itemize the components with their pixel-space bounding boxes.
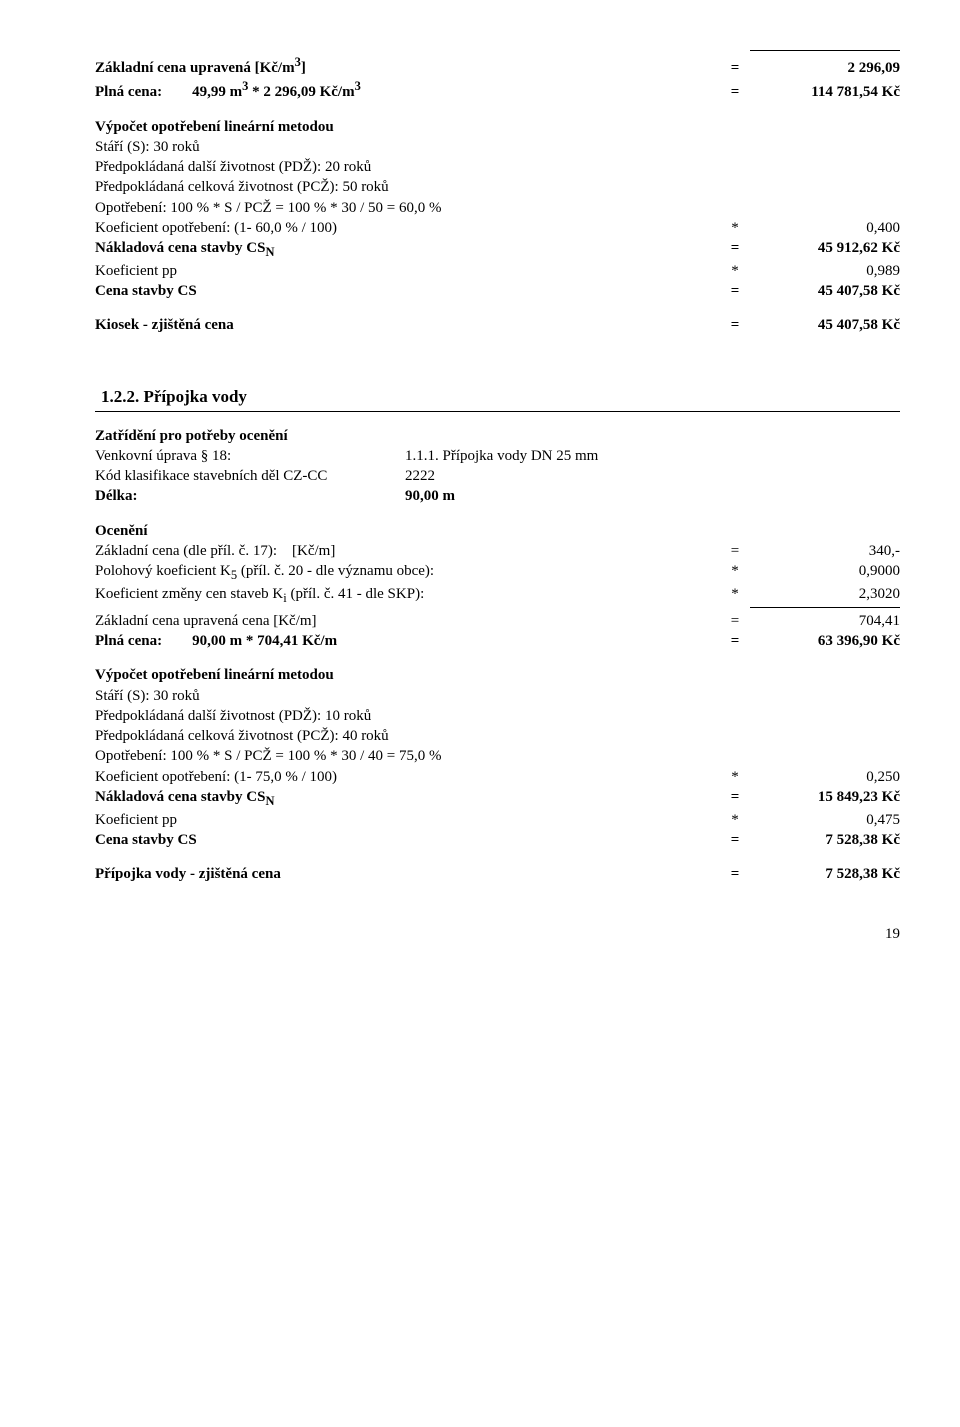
row-op: = xyxy=(720,864,750,884)
row-left: Základní cena upravená cena [Kč/m] xyxy=(95,611,720,631)
row-val: 7 528,38 Kč xyxy=(750,864,900,884)
calc-line: Opotřebení: 100 % * S / PCŽ = 100 % * 30… xyxy=(95,746,900,766)
row-left: Základní cena (dle příl. č. 17): [Kč/m] xyxy=(95,541,720,561)
pair-value: 2222 xyxy=(405,466,900,486)
data-row: Základní cena (dle příl. č. 17): [Kč/m] … xyxy=(95,541,900,561)
row-op: = xyxy=(720,631,750,651)
info-pair: Venkovní úprava § 18: 1.1.1. Přípojka vo… xyxy=(95,446,900,466)
row-left: Nákladová cena stavby CSN xyxy=(95,238,720,261)
data-row: Koeficient opotřebení: (1- 60,0 % / 100)… xyxy=(95,218,900,238)
calc-line: Stáří (S): 30 roků xyxy=(95,137,900,157)
row-op: * xyxy=(720,810,750,830)
calc-line: Opotřebení: 100 % * S / PCŽ = 100 % * 30… xyxy=(95,198,900,218)
row-left: Přípojka vody - zjištěná cena xyxy=(95,864,720,884)
data-row: Základní cena upravená cena [Kč/m] = 704… xyxy=(95,611,900,631)
row-val: 2,3020 xyxy=(750,584,900,604)
row-val: 45 407,58 Kč xyxy=(750,315,900,335)
row-op: * xyxy=(720,561,750,581)
calc-line: Předpokládaná celková životnost (PCŽ): 5… xyxy=(95,177,900,197)
row-val: 0,250 xyxy=(750,767,900,787)
data-row: Cena stavby CS = 45 407,58 Kč xyxy=(95,281,900,301)
row-left: Základní cena upravená [Kč/m3] xyxy=(95,54,720,78)
row-left: Kiosek - zjištěná cena xyxy=(95,315,720,335)
row-op: = xyxy=(720,281,750,301)
data-row: Koeficient opotřebení: (1- 75,0 % / 100)… xyxy=(95,767,900,787)
row-left: Nákladová cena stavby CSN xyxy=(95,787,720,810)
row-val: 0,989 xyxy=(750,261,900,281)
pair-value: 1.1.1. Přípojka vody DN 25 mm xyxy=(405,446,900,466)
row-val: 114 781,54 Kč xyxy=(750,82,900,102)
subheading: Zatřídění pro potřeby ocenění xyxy=(95,426,900,446)
data-row: Polohový koeficient K5 (příl. č. 20 - dl… xyxy=(95,561,900,584)
data-row: Cena stavby CS = 7 528,38 Kč xyxy=(95,830,900,850)
row-left: Koeficient pp xyxy=(95,810,720,830)
page-number: 19 xyxy=(95,884,900,944)
row-op: = xyxy=(720,830,750,850)
row-op: = xyxy=(720,611,750,631)
row-op: * xyxy=(720,767,750,787)
row-left: Koeficient opotřebení: (1- 60,0 % / 100) xyxy=(95,218,720,238)
row-left: Koeficient změny cen staveb Ki (příl. č.… xyxy=(95,584,720,607)
calc-line: Předpokládaná další životnost (PDŽ): 10 … xyxy=(95,706,900,726)
section-heading: 1.2.2. Přípojka vody xyxy=(101,386,900,409)
pair-label: Kód klasifikace stavebních děl CZ-CC xyxy=(95,466,405,486)
length-label: Délka: xyxy=(95,486,405,506)
row-left: Cena stavby CS xyxy=(95,281,720,301)
row-val: 0,400 xyxy=(750,218,900,238)
row-val: 0,9000 xyxy=(750,561,900,581)
calc-heading: Výpočet opotřebení lineární metodou xyxy=(95,117,900,137)
length-value: 90,00 m xyxy=(405,486,900,506)
row-op: = xyxy=(720,238,750,258)
row-val: 0,475 xyxy=(750,810,900,830)
row-val: 704,41 xyxy=(750,611,900,631)
data-row: Přípojka vody - zjištěná cena = 7 528,38… xyxy=(95,864,900,884)
calc-heading: Výpočet opotřebení lineární metodou xyxy=(95,665,900,685)
divider-line xyxy=(750,50,900,51)
row-left: Plná cena: 90,00 m * 704,41 Kč/m xyxy=(95,631,720,651)
row-op: * xyxy=(720,584,750,604)
divider-line xyxy=(750,607,900,608)
section-rule xyxy=(95,411,900,412)
row-left: Koeficient pp xyxy=(95,261,720,281)
pair-label: Venkovní úprava § 18: xyxy=(95,446,405,466)
length-row: Délka: 90,00 m xyxy=(95,486,900,506)
row-op: = xyxy=(720,58,750,78)
row-left: Cena stavby CS xyxy=(95,830,720,850)
data-row: Nákladová cena stavby CSN = 45 912,62 Kč xyxy=(95,238,900,261)
row-val: 63 396,90 Kč xyxy=(750,631,900,651)
data-row: Koeficient pp * 0,475 xyxy=(95,810,900,830)
calc-line: Předpokládaná celková životnost (PCŽ): 4… xyxy=(95,726,900,746)
row-op: = xyxy=(720,787,750,807)
row-val: 45 407,58 Kč xyxy=(750,281,900,301)
row-left: Polohový koeficient K5 (příl. č. 20 - dl… xyxy=(95,561,720,584)
row-val: 45 912,62 Kč xyxy=(750,238,900,258)
data-row: Základní cena upravená [Kč/m3] = 2 296,0… xyxy=(95,54,900,78)
calc-line: Předpokládaná další životnost (PDŽ): 20 … xyxy=(95,157,900,177)
row-left: Koeficient opotřebení: (1- 75,0 % / 100) xyxy=(95,767,720,787)
row-op: * xyxy=(720,218,750,238)
data-row: Koeficient pp * 0,989 xyxy=(95,261,900,281)
subheading: Ocenění xyxy=(95,521,900,541)
row-op: * xyxy=(720,261,750,281)
data-row: Nákladová cena stavby CSN = 15 849,23 Kč xyxy=(95,787,900,810)
row-val: 15 849,23 Kč xyxy=(750,787,900,807)
row-op: = xyxy=(720,82,750,102)
data-row: Kiosek - zjištěná cena = 45 407,58 Kč xyxy=(95,315,900,335)
row-left: Plná cena: 49,99 m3 * 2 296,09 Kč/m3 xyxy=(95,78,720,102)
data-row: Plná cena: 90,00 m * 704,41 Kč/m = 63 39… xyxy=(95,631,900,651)
info-pair: Kód klasifikace stavebních děl CZ-CC 222… xyxy=(95,466,900,486)
row-val: 7 528,38 Kč xyxy=(750,830,900,850)
row-op: = xyxy=(720,541,750,561)
row-val: 2 296,09 xyxy=(750,58,900,78)
data-row: Koeficient změny cen staveb Ki (příl. č.… xyxy=(95,584,900,607)
calc-line: Stáří (S): 30 roků xyxy=(95,686,900,706)
row-val: 340,- xyxy=(750,541,900,561)
row-op: = xyxy=(720,315,750,335)
data-row: Plná cena: 49,99 m3 * 2 296,09 Kč/m3 = 1… xyxy=(95,78,900,102)
